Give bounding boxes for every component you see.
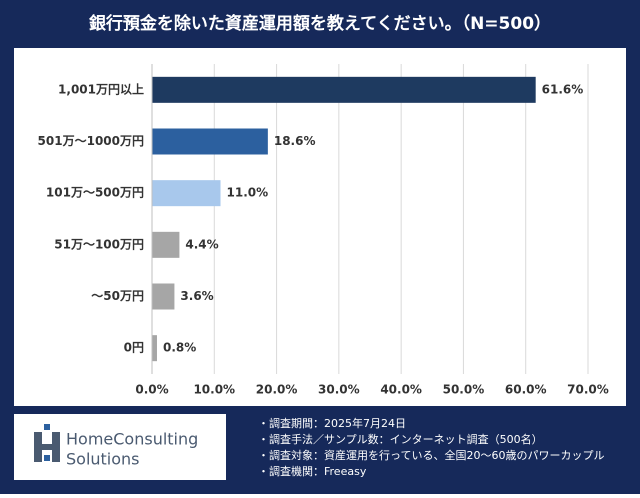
y-tick-label: 1,001万円以上 <box>58 81 144 96</box>
y-tick-label: ～50万円 <box>91 289 144 303</box>
plot-panel <box>14 48 626 406</box>
bar <box>152 128 268 155</box>
value-label: 0.8% <box>163 341 196 355</box>
y-tick-label: 51万～100万円 <box>54 237 144 251</box>
bar <box>152 283 175 310</box>
logo-text: Solutions <box>66 450 140 469</box>
value-label: 61.6% <box>542 82 584 96</box>
chart-title: 銀行預金を除いた資産運用額を教えてください。（N=500） <box>89 13 551 34</box>
value-label: 3.6% <box>180 289 213 303</box>
note: ・調査手法／サンプル数：インターネット調査（500名） <box>258 432 543 446</box>
logo-icon <box>34 424 60 462</box>
x-tick-label: 70.0% <box>567 383 609 397</box>
note: ・調査期間：2025年7月24日 <box>258 416 406 430</box>
value-label: 4.4% <box>185 237 218 251</box>
bar <box>152 231 180 258</box>
bar <box>152 180 221 207</box>
y-tick-label: 0円 <box>124 341 144 355</box>
x-tick-label: 60.0% <box>505 383 547 397</box>
y-tick-label: 501万～1000万円 <box>38 134 144 148</box>
bar <box>152 335 157 362</box>
x-tick-label: 30.0% <box>318 383 360 397</box>
y-tick-label: 101万～500万円 <box>46 186 144 200</box>
note: ・調査機関：Freeasy <box>258 464 367 478</box>
value-label: 18.6% <box>274 134 316 148</box>
x-tick-label: 0.0% <box>135 383 168 397</box>
x-tick-label: 50.0% <box>443 383 485 397</box>
bar <box>152 76 536 103</box>
x-tick-label: 10.0% <box>193 383 235 397</box>
value-label: 11.0% <box>227 186 269 200</box>
logo-text: HomeConsulting <box>66 430 198 449</box>
x-tick-label: 40.0% <box>380 383 422 397</box>
x-tick-label: 20.0% <box>256 383 298 397</box>
note: ・調査対象：資産運用を行っている、全国20～60歳のパワーカップル <box>258 448 604 462</box>
